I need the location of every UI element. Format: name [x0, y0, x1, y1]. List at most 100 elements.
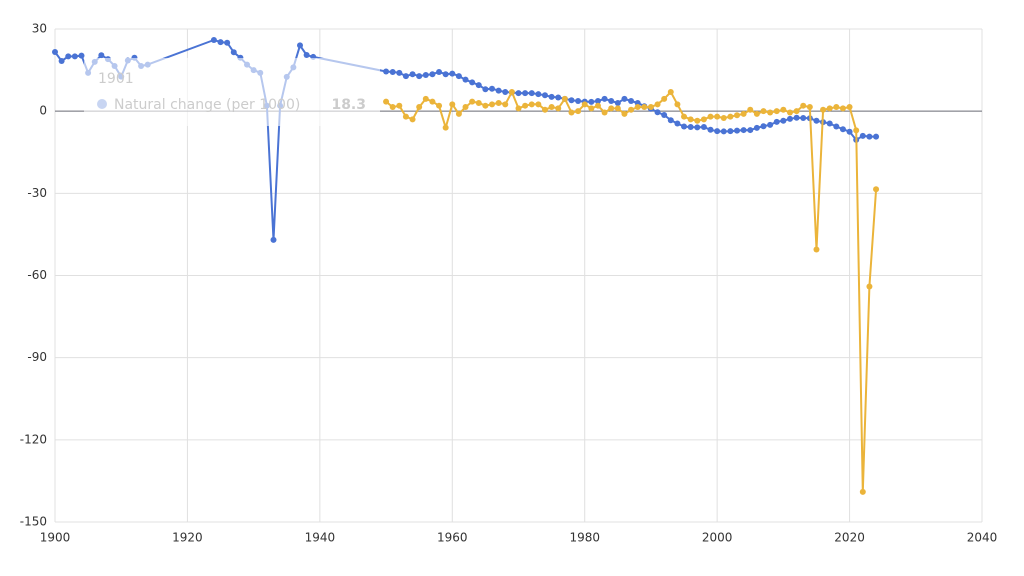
data-point: [429, 98, 436, 105]
series-line: [54, 39, 877, 241]
data-point: [402, 113, 409, 120]
data-point: [628, 106, 635, 113]
data-point: [422, 95, 429, 102]
data-point: [773, 118, 780, 125]
y-tick-label: -60: [27, 268, 47, 282]
y-tick-label: -150: [20, 515, 47, 529]
x-tick-label: 1900: [40, 531, 71, 545]
data-point: [442, 124, 449, 131]
tooltip-box: [84, 58, 380, 126]
data-point: [839, 126, 846, 133]
tooltip-title: 1901: [98, 71, 134, 87]
data-point: [667, 117, 674, 124]
data-point: [740, 127, 747, 134]
data-point: [455, 110, 462, 117]
data-point: [846, 104, 853, 111]
data-point: [681, 113, 688, 120]
data-point: [389, 69, 396, 76]
data-point: [535, 101, 542, 108]
data-point: [224, 39, 231, 46]
data-point: [396, 69, 403, 76]
data-point: [522, 102, 529, 109]
y-tick-label: -90: [27, 350, 47, 364]
data-point: [588, 105, 595, 112]
x-tick-label: 1920: [172, 531, 203, 545]
data-point: [495, 87, 502, 94]
data-point: [541, 92, 548, 99]
data-point: [667, 88, 674, 95]
data-point: [621, 95, 628, 102]
data-point: [873, 133, 880, 140]
data-point: [707, 126, 714, 133]
data-point: [813, 246, 820, 253]
data-point: [694, 124, 701, 131]
data-point: [780, 106, 787, 113]
data-point: [383, 68, 390, 75]
data-point: [707, 113, 714, 120]
data-point: [52, 49, 58, 56]
data-point: [866, 133, 873, 140]
data-point: [747, 127, 754, 134]
data-point: [833, 104, 840, 111]
tooltip-value: 18.3: [331, 97, 366, 113]
data-point: [389, 104, 396, 111]
data-point: [296, 42, 303, 49]
data-point: [767, 109, 774, 116]
x-tick-label: 1940: [305, 531, 336, 545]
data-point: [402, 73, 409, 80]
data-point: [482, 102, 489, 109]
data-point: [833, 123, 840, 130]
data-point: [674, 101, 681, 108]
data-point: [826, 105, 833, 112]
data-point: [641, 104, 648, 111]
data-point: [502, 88, 509, 95]
data-point: [601, 109, 608, 116]
data-point: [489, 101, 496, 108]
data-point: [475, 99, 482, 106]
data-point: [786, 109, 793, 116]
data-point: [495, 99, 502, 106]
data-point: [508, 88, 515, 95]
data-point: [502, 101, 509, 108]
data-point: [674, 120, 681, 127]
data-point: [581, 101, 588, 108]
data-point: [753, 124, 760, 131]
data-point: [846, 128, 853, 135]
data-point: [793, 114, 800, 121]
data-point: [449, 101, 456, 108]
data-point: [548, 104, 555, 111]
data-point: [714, 128, 721, 135]
x-tick-label: 2040: [967, 531, 998, 545]
series-line: [385, 91, 878, 493]
data-point: [409, 71, 416, 78]
data-point: [694, 117, 701, 124]
data-point: [608, 98, 615, 105]
tooltip-series-name: Natural change (per 1000): [114, 97, 300, 113]
y-tick-label: 0: [39, 104, 47, 118]
data-point: [634, 104, 641, 111]
data-point: [740, 110, 747, 117]
data-point: [568, 97, 575, 104]
data-point: [687, 116, 694, 123]
x-tick-label: 1960: [437, 531, 468, 545]
data-point: [661, 95, 668, 102]
data-point: [489, 85, 496, 92]
data-point: [873, 186, 880, 193]
data-point: [210, 36, 217, 43]
data-point: [734, 127, 741, 134]
data-point: [475, 82, 482, 89]
data-point: [469, 79, 476, 86]
data-point: [720, 128, 727, 135]
tooltip-marker: [97, 99, 107, 109]
data-point: [786, 115, 793, 122]
data-point: [528, 101, 535, 108]
data-point: [859, 132, 866, 139]
x-tick-label: 2020: [834, 531, 865, 545]
data-point: [700, 116, 707, 123]
data-point: [773, 108, 780, 115]
data-point: [78, 52, 85, 59]
data-point: [303, 52, 310, 59]
data-point: [700, 124, 707, 131]
data-point: [681, 123, 688, 130]
